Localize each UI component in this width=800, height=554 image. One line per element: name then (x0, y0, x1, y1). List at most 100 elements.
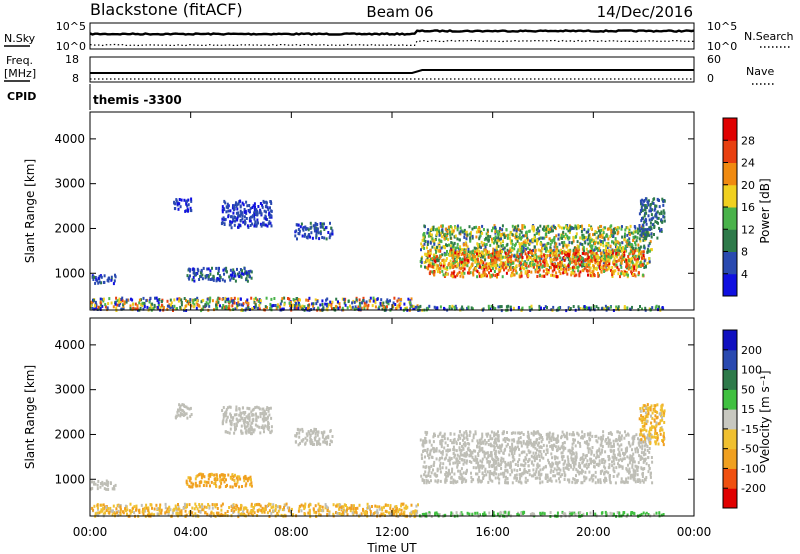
scatter-cell (266, 425, 269, 429)
scatter-cell (538, 256, 541, 260)
scatter-cell (583, 305, 586, 308)
scatter-cell (434, 238, 437, 241)
scatter-cell (230, 215, 232, 219)
scatter-cell (129, 307, 132, 310)
scatter-cell (433, 242, 436, 246)
scatter-cell (200, 473, 203, 477)
scatter-cell (468, 225, 471, 229)
scatter-cell (524, 244, 527, 247)
scatter-cell (526, 253, 528, 257)
scatter-cell (359, 513, 362, 517)
scatter-cell (575, 249, 578, 253)
scatter-cell (544, 249, 547, 253)
scatter-cell (324, 503, 327, 507)
scatter-cell (636, 249, 639, 252)
scatter-cell (196, 296, 199, 300)
scatter-cell (627, 273, 629, 277)
scatter-cell (568, 241, 571, 244)
scatter-cell (109, 506, 112, 510)
scatter-cell (562, 244, 565, 248)
scatter-cell (528, 229, 531, 233)
scatter-cell (215, 266, 218, 270)
scatter-cell (662, 203, 665, 207)
scatter-cell (466, 264, 469, 268)
scatter-cell (526, 246, 529, 250)
scatter-cell (246, 301, 249, 304)
scatter-cell (143, 301, 146, 305)
scatter-cell (270, 429, 273, 433)
scatter-cell (220, 504, 223, 508)
scatter-cell (502, 262, 505, 266)
scatter-cell (569, 225, 572, 229)
scatter-cell (96, 487, 99, 491)
scatter-cell (621, 257, 624, 261)
scatter-cell (511, 239, 513, 243)
scatter-cell (496, 512, 499, 516)
scatter-cell (612, 475, 615, 478)
scatter-cell (486, 266, 489, 270)
scatter-cell (451, 245, 454, 249)
scatter-cell (531, 254, 534, 258)
scatter-cell (633, 263, 636, 267)
scatter-cell (328, 512, 331, 516)
scatter-cell (272, 304, 275, 307)
scatter-cell (252, 204, 255, 208)
scatter-cell (248, 428, 250, 432)
scatter-cell (503, 255, 506, 259)
freq-panel: Freq. [MHz] 18 8 60 0 Nave (4, 53, 776, 85)
scatter-cell (267, 428, 270, 432)
scatter-cell (543, 225, 546, 229)
scatter-cell (232, 219, 235, 223)
scatter-cell (237, 507, 240, 511)
scatter-cell (253, 217, 256, 221)
scatter-cell (410, 503, 413, 507)
scatter-cell (93, 504, 96, 508)
scatter-cell (215, 473, 218, 477)
scatter-cell (267, 208, 270, 211)
scatter-cell (237, 515, 240, 519)
scatter-cell (416, 509, 419, 513)
scatter-cell (590, 306, 593, 310)
scatter-cell (574, 266, 577, 270)
scatter-cell (103, 482, 106, 486)
scatter-cell (597, 271, 599, 275)
scatter-cell (465, 243, 468, 247)
scatter-cell (633, 265, 636, 269)
scatter-cell (350, 504, 353, 508)
scatter-cell (560, 267, 562, 271)
scatter-cell (434, 228, 437, 232)
scatter-cell (461, 272, 464, 276)
scatter-cell (262, 199, 265, 203)
scatter-cell (577, 255, 580, 259)
scatter-cell (440, 246, 443, 250)
scatter-cell (315, 302, 318, 306)
scatter-cell (438, 233, 441, 237)
scatter-cell (551, 273, 554, 277)
scatter-cell (642, 273, 645, 277)
scatter-cell (229, 422, 232, 426)
scatter-cell (208, 304, 211, 308)
scatter-cell (292, 513, 295, 517)
scatter-cell (517, 259, 519, 263)
scatter-cell (472, 271, 474, 275)
scatter-cell (318, 507, 321, 511)
scatter-cell (247, 421, 250, 425)
scatter-cell (496, 445, 499, 449)
scatter-cell (186, 416, 189, 420)
scatter-cell (211, 299, 214, 303)
scatter-cell (274, 507, 277, 511)
scatter-cell (114, 275, 117, 279)
scatter-cell (221, 422, 224, 426)
scatter-cell (446, 230, 449, 234)
scatter-cell (268, 509, 271, 513)
scatter-cell (311, 441, 314, 444)
scatter-cell (519, 275, 522, 279)
scatter-cell (382, 305, 385, 309)
scatter-cell (290, 507, 293, 511)
scatter-cell (459, 250, 462, 254)
scatter-cell (505, 254, 508, 258)
scatter-cell (446, 231, 449, 235)
scatter-cell (551, 250, 554, 254)
scatter-cell (314, 432, 317, 436)
scatter-cell (581, 233, 584, 237)
